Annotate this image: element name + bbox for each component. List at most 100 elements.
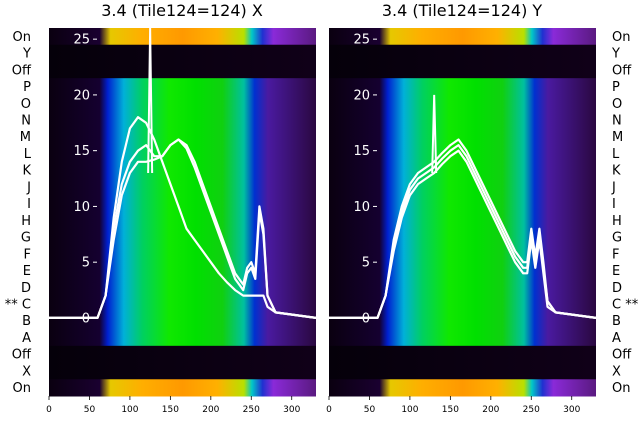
heatmap-row-b: [49, 312, 316, 330]
row-label: O: [612, 97, 622, 112]
row-label: H: [612, 214, 622, 229]
row-label: H: [21, 214, 31, 229]
right-x-ticks: 0 50 100 150 200 250 300: [326, 396, 581, 415]
row-label: E: [23, 264, 31, 279]
heatmap-row-f: [49, 245, 316, 263]
heatmap-row-on: [329, 379, 596, 397]
row-label: B: [612, 314, 621, 329]
row-label: Off: [12, 63, 32, 78]
row-label: ** C: [5, 298, 31, 313]
row-label: X: [612, 364, 621, 379]
heatmap-row-l: [329, 145, 596, 163]
heatmap-row-a: [329, 329, 596, 347]
row-label: N: [21, 114, 31, 129]
left-overlay-lines: [49, 27, 317, 319]
heatmap-row-c: [49, 295, 316, 313]
x-tick-label: 200: [482, 405, 499, 415]
row-label: On: [13, 381, 31, 396]
left-chart-title: 3.4 (Tile124=124) X: [101, 1, 263, 20]
row-label: J: [26, 180, 31, 195]
right-overlay-lines: [329, 94, 597, 319]
row-label: M: [612, 130, 623, 145]
heatmap-row-g: [329, 228, 596, 246]
heatmap-row-n: [329, 111, 596, 129]
right-chart-title: 3.4 (Tile124=124) Y: [382, 1, 543, 20]
row-label: On: [612, 30, 630, 45]
y-tick-label: 10: [353, 200, 370, 215]
x-tick-label: 100: [401, 405, 418, 415]
x-tick-label: 50: [84, 405, 96, 415]
heatmap-row-h: [329, 212, 596, 230]
x-tick-label: 0: [326, 405, 332, 415]
row-label: J: [611, 180, 616, 195]
y-tick-label: 5: [82, 256, 90, 271]
heatmap-row-y: [329, 44, 596, 62]
row-label: D: [612, 281, 622, 296]
y-tick-label: 15: [73, 144, 90, 159]
heatmap-row-p: [329, 78, 596, 96]
row-label: C **: [612, 298, 639, 313]
heatmap-row-k: [329, 161, 596, 180]
y-tick-label: 10: [73, 200, 90, 215]
x-tick-label: 200: [202, 405, 219, 415]
row-label: Off: [612, 348, 632, 363]
row-label: O: [21, 97, 31, 112]
heatmap-row-k: [49, 161, 316, 180]
row-label: L: [24, 147, 32, 162]
row-label: B: [22, 314, 31, 329]
heatmap-row-x: [329, 362, 596, 380]
heatmap-row-on: [329, 28, 596, 46]
heatmap-row-off: [329, 345, 596, 364]
row-label: K: [612, 164, 621, 179]
heatmap-row-d: [49, 278, 316, 297]
row-label: N: [612, 114, 622, 129]
x-tick-label: 150: [442, 405, 459, 415]
heatmap-row-b: [329, 312, 596, 330]
heatmap-row-g: [49, 228, 316, 246]
x-tick-label: 250: [243, 405, 260, 415]
x-tick-label: 300: [283, 405, 300, 415]
heatmap-row-m: [329, 128, 596, 146]
heatmap-row-off: [49, 345, 316, 364]
heatmap-row-y: [49, 44, 316, 62]
row-label: G: [612, 231, 622, 246]
heatmap-row-j: [49, 178, 316, 196]
x-tick-label: 50: [364, 405, 376, 415]
left-heatmap-rows: [49, 28, 316, 397]
left-panel: 3.4 (Tile124=124) X OnYOffPONMLKJIHGFED*…: [5, 1, 317, 415]
heatmap-row-e: [329, 262, 596, 280]
heatmap-row-c: [329, 295, 596, 313]
heatmap-row-o: [329, 94, 596, 113]
row-label: Y: [611, 47, 620, 62]
x-tick-label: 0: [46, 405, 52, 415]
row-label: Off: [12, 348, 32, 363]
heatmap-row-off: [329, 61, 596, 79]
y-tick-label: 15: [353, 144, 370, 159]
y-tick-label: 25: [73, 33, 90, 48]
heatmap-row-p: [49, 78, 316, 96]
row-label: X: [22, 364, 31, 379]
row-label: K: [22, 164, 31, 179]
overlay-line-2: [49, 138, 317, 319]
row-label: I: [612, 197, 616, 212]
y-tick-label: 20: [353, 88, 370, 103]
x-tick-label: 100: [121, 405, 138, 415]
heatmap-row-d: [329, 278, 596, 297]
overlay-line-3: [329, 149, 597, 319]
overlay-line-3: [49, 116, 317, 319]
heatmap-row-i: [329, 195, 596, 213]
heatmap-row-on: [49, 28, 316, 46]
row-label: D: [21, 281, 31, 296]
overlay-spike: [431, 94, 438, 173]
heatmap-row-off: [49, 61, 316, 79]
row-label: G: [21, 231, 31, 246]
y-tick-label: 20: [73, 88, 90, 103]
row-label: F: [612, 247, 619, 262]
row-label: M: [20, 130, 31, 145]
row-label: F: [24, 247, 31, 262]
heatmap-row-x: [49, 362, 316, 380]
heatmap-row-a: [49, 329, 316, 347]
